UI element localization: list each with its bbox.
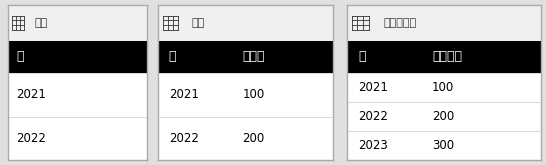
Text: 売上高: 売上高 [242,50,265,63]
Bar [158,117,333,160]
Text: 2022: 2022 [358,110,388,123]
Bar [347,73,541,102]
Bar [347,102,541,131]
Text: 100: 100 [242,88,264,101]
Text: 2022: 2022 [169,132,199,145]
Text: 目標金額: 目標金額 [432,50,462,63]
Text: 2021: 2021 [358,81,388,94]
Bar [347,131,541,160]
Text: 200: 200 [432,110,454,123]
Text: 年: 年 [169,50,176,63]
Text: 200: 200 [242,132,264,145]
Text: 2021: 2021 [16,88,46,101]
Text: 300: 300 [432,139,454,152]
Bar [347,41,541,73]
Text: 日付: 日付 [34,18,48,28]
Text: 2023: 2023 [358,139,388,152]
Text: 2021: 2021 [169,88,199,101]
Bar [8,41,147,73]
Bar [8,117,147,160]
Text: 年: 年 [358,50,366,63]
Text: 2022: 2022 [16,132,46,145]
Text: ターゲット: ターゲット [383,18,417,28]
Bar [158,73,333,117]
Bar [8,73,147,117]
Text: 年: 年 [16,50,24,63]
Text: 100: 100 [432,81,454,94]
Bar [158,41,333,73]
Text: 売上: 売上 [192,18,205,28]
